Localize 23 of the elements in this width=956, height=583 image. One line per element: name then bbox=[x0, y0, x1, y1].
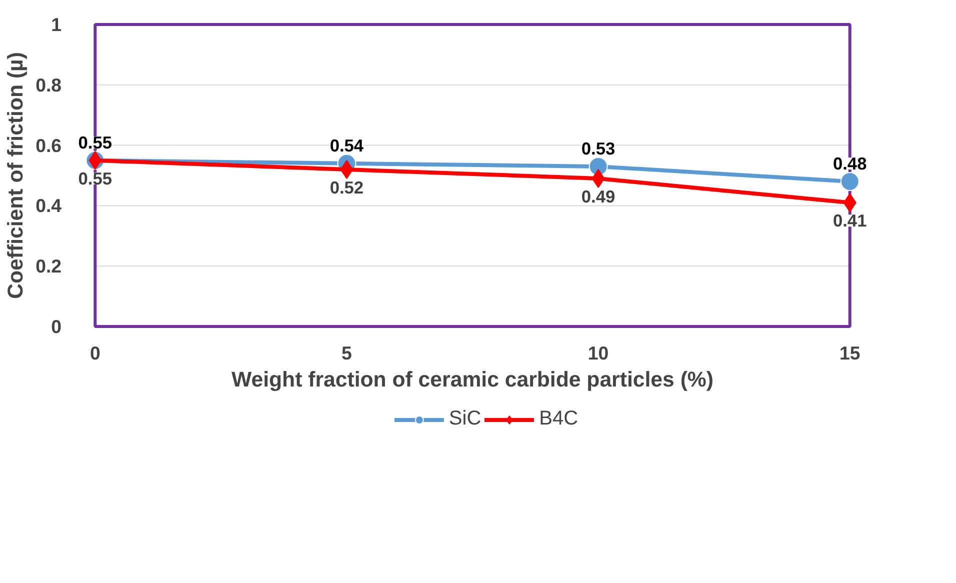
data-label: 0.49 bbox=[581, 186, 616, 207]
y-tick-label: 0.2 bbox=[36, 256, 62, 277]
y-tick-label: 1 bbox=[51, 14, 62, 36]
data-label: 0.54 bbox=[330, 135, 364, 156]
data-label: 0.52 bbox=[330, 177, 364, 198]
y-axis-title: Coefficient of friction (µ) bbox=[4, 52, 28, 299]
data-label: 0.55 bbox=[78, 132, 112, 152]
legend-label: B4C bbox=[539, 408, 578, 430]
x-tick-label: 15 bbox=[839, 342, 860, 364]
x-axis-title: Weight fraction of ceramic carbide particles (%) bbox=[232, 368, 714, 392]
x-tick-label: 10 bbox=[588, 342, 609, 364]
data-label: 0.41 bbox=[832, 210, 868, 231]
y-tick-label: 0.8 bbox=[36, 74, 62, 96]
data-label: 0.48 bbox=[832, 154, 868, 174]
data-label: 0.55 bbox=[78, 168, 112, 188]
x-tick-label: 0 bbox=[90, 342, 100, 364]
y-tick-label: 0.4 bbox=[36, 195, 62, 216]
y-tick-label: 0 bbox=[51, 316, 62, 337]
x-tick-label: 5 bbox=[342, 342, 352, 364]
data-label: 0.53 bbox=[581, 138, 616, 158]
point bbox=[840, 172, 860, 192]
y-tick-label: 0.6 bbox=[36, 134, 62, 156]
legend-label: SiC bbox=[448, 408, 482, 430]
